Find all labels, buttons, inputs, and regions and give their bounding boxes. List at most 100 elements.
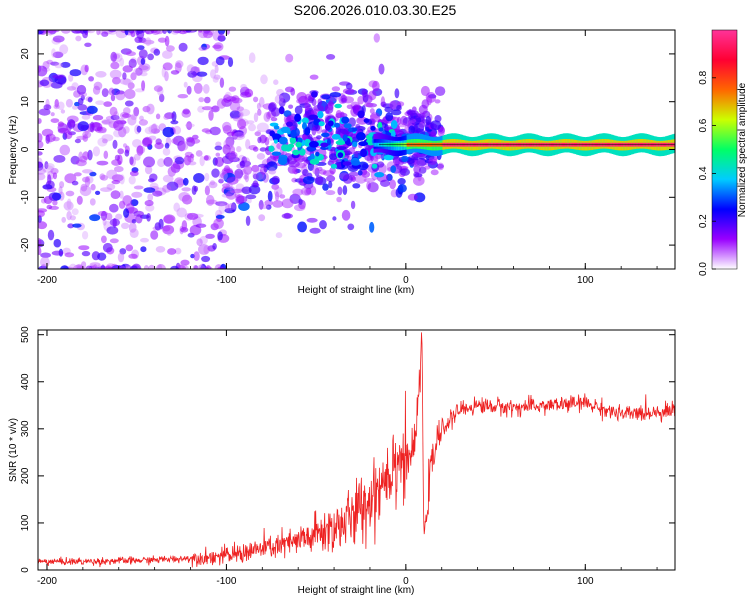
heatmap-cell xyxy=(122,126,130,134)
heatmap-cell xyxy=(231,188,243,194)
heatmap-cell xyxy=(327,138,331,146)
heatmap-cell xyxy=(82,151,90,161)
heatmap-cell xyxy=(174,156,185,165)
heatmap-cell xyxy=(268,145,275,152)
heatmap-cell xyxy=(266,161,278,172)
heatmap-cell xyxy=(235,194,245,205)
heatmap-cell xyxy=(173,135,185,146)
heatmap-cell xyxy=(213,74,221,80)
heatmap-cell xyxy=(72,264,85,269)
heatmap-cell xyxy=(201,128,211,133)
colorbar: 0.0 0.2 0.4 0.6 0.8 Normalized spectral ampl… xyxy=(698,29,748,276)
y-tick-label: 300 xyxy=(20,420,31,437)
heatmap-cell xyxy=(223,165,231,174)
heatmap-cell xyxy=(300,187,312,196)
heatmap-cell xyxy=(124,30,129,36)
colorbar-gradient xyxy=(711,29,738,270)
heatmap-cell xyxy=(399,168,410,176)
heatmap-cell xyxy=(92,114,104,121)
heatmap-cell xyxy=(428,156,438,162)
heatmap-cell xyxy=(101,88,109,98)
heatmap-cell xyxy=(122,78,133,86)
heatmap-cell xyxy=(248,185,261,195)
heatmap-cell xyxy=(71,82,79,91)
heatmap-cell xyxy=(343,123,352,129)
heatmap-cell xyxy=(329,92,342,98)
heatmap-cell xyxy=(50,118,60,123)
heatmap-cell xyxy=(226,176,239,185)
heatmap-cell xyxy=(39,266,45,269)
x-tick-label: 100 xyxy=(577,576,594,587)
heatmap-cell xyxy=(215,141,222,147)
heatmap-cell xyxy=(38,161,43,168)
heatmap-cell xyxy=(397,178,406,185)
heatmap-cell xyxy=(51,48,56,58)
heatmap-cell xyxy=(69,215,76,221)
heatmap-cell xyxy=(372,80,380,92)
heatmap-cell xyxy=(199,155,205,167)
heatmap-cell xyxy=(86,176,94,184)
y-tick-label: 20 xyxy=(20,48,31,60)
heatmap-cell xyxy=(82,176,90,183)
heatmap-cell xyxy=(299,148,306,156)
heatmap-cell xyxy=(272,200,284,208)
heatmap-cell xyxy=(301,117,309,124)
heatmap-cell xyxy=(163,214,176,224)
heatmap-cell xyxy=(390,120,398,129)
heatmap-cell xyxy=(253,112,259,123)
heatmap-cell xyxy=(274,186,283,198)
heatmap-cell xyxy=(202,30,211,36)
heatmap-cell xyxy=(342,174,353,184)
heatmap-cell xyxy=(321,132,330,138)
heatmap-cell xyxy=(326,175,336,183)
heatmap-cell xyxy=(350,200,356,210)
heatmap-cell xyxy=(419,166,427,174)
heatmap-cell xyxy=(424,165,431,170)
heatmap-cell xyxy=(345,82,353,90)
heatmap-cell xyxy=(328,99,334,111)
heatmap-cell xyxy=(129,265,138,269)
heatmap-cell xyxy=(304,127,311,136)
heatmap-cell xyxy=(281,213,293,219)
heatmap-cell xyxy=(143,156,155,168)
heatmap-cell xyxy=(326,54,336,60)
heatmap-cell xyxy=(370,125,376,131)
heatmap-cell xyxy=(150,123,158,134)
heatmap-cell xyxy=(196,264,206,269)
heatmap-cell xyxy=(418,121,425,130)
heatmap-cell xyxy=(209,180,216,186)
heatmap-cell xyxy=(290,129,297,139)
heatmap-cell xyxy=(337,152,344,159)
heatmap-cell xyxy=(204,185,210,196)
heatmap-cell xyxy=(212,243,217,250)
heatmap-cell xyxy=(200,264,207,269)
heatmap-cell xyxy=(293,169,298,175)
heatmap-cell xyxy=(164,142,170,149)
heatmap-cell xyxy=(150,230,159,240)
heatmap-cell xyxy=(135,67,143,76)
heatmap-cell xyxy=(259,96,265,108)
heatmap-cell xyxy=(108,87,115,96)
heatmap-cell xyxy=(148,264,156,269)
heatmap-cell xyxy=(302,176,315,185)
heatmap-cell xyxy=(218,203,226,214)
heatmap-cell xyxy=(99,173,106,180)
heatmap-cell xyxy=(87,96,93,103)
heatmap-cell xyxy=(50,167,59,175)
heatmap-cell xyxy=(243,157,251,168)
heatmap-cell xyxy=(380,179,390,187)
heatmap-cell xyxy=(234,168,244,179)
heatmap-cell xyxy=(141,137,152,147)
heatmap-cell xyxy=(82,230,89,240)
heatmap-cell xyxy=(214,145,223,151)
heatmap-cell xyxy=(92,264,98,269)
heatmap-cell xyxy=(163,156,173,167)
y-tick-label: 0 xyxy=(20,146,31,152)
heatmap-cell xyxy=(221,193,233,198)
snr-ylabel: SNR (10 * v/v) xyxy=(8,418,19,482)
heatmap-cell xyxy=(321,94,331,100)
heatmap-cell xyxy=(38,247,42,255)
x-tick-label: -200 xyxy=(37,275,57,286)
heatmap-cell xyxy=(183,81,188,88)
